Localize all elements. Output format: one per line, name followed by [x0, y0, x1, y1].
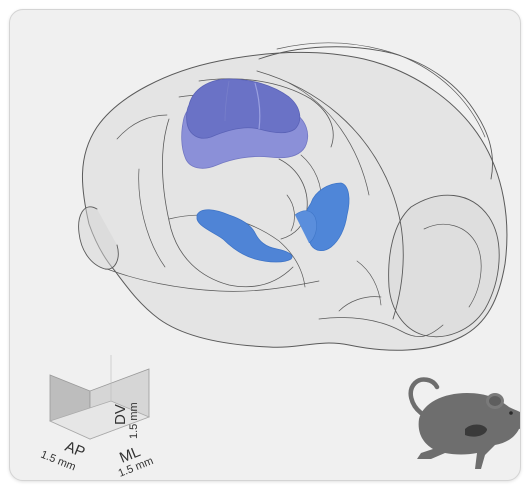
brain-3d-view[interactable]: DV 1.5 mm ML 1.5 mm AP 1.5 mm [10, 10, 521, 481]
viewer-card: DV 1.5 mm ML 1.5 mm AP 1.5 mm [9, 9, 521, 481]
cerebellum [388, 194, 500, 338]
highlighted-regions [181, 78, 350, 263]
scale-dv-label: DV [112, 404, 129, 425]
scale-dv-value: 1.5 mm [128, 402, 140, 439]
olfactory-bulb [78, 206, 119, 270]
region-ventral-left[interactable] [196, 209, 293, 263]
scale-ml-label: ML [117, 443, 143, 467]
scale-cube [48, 355, 151, 440]
scale-ap-label: AP [63, 438, 88, 461]
brain-hemisphere-back [258, 46, 493, 180]
region-dorsal-upper[interactable] [186, 78, 301, 139]
mouse-icon [408, 377, 520, 469]
brain-outline [78, 42, 508, 351]
